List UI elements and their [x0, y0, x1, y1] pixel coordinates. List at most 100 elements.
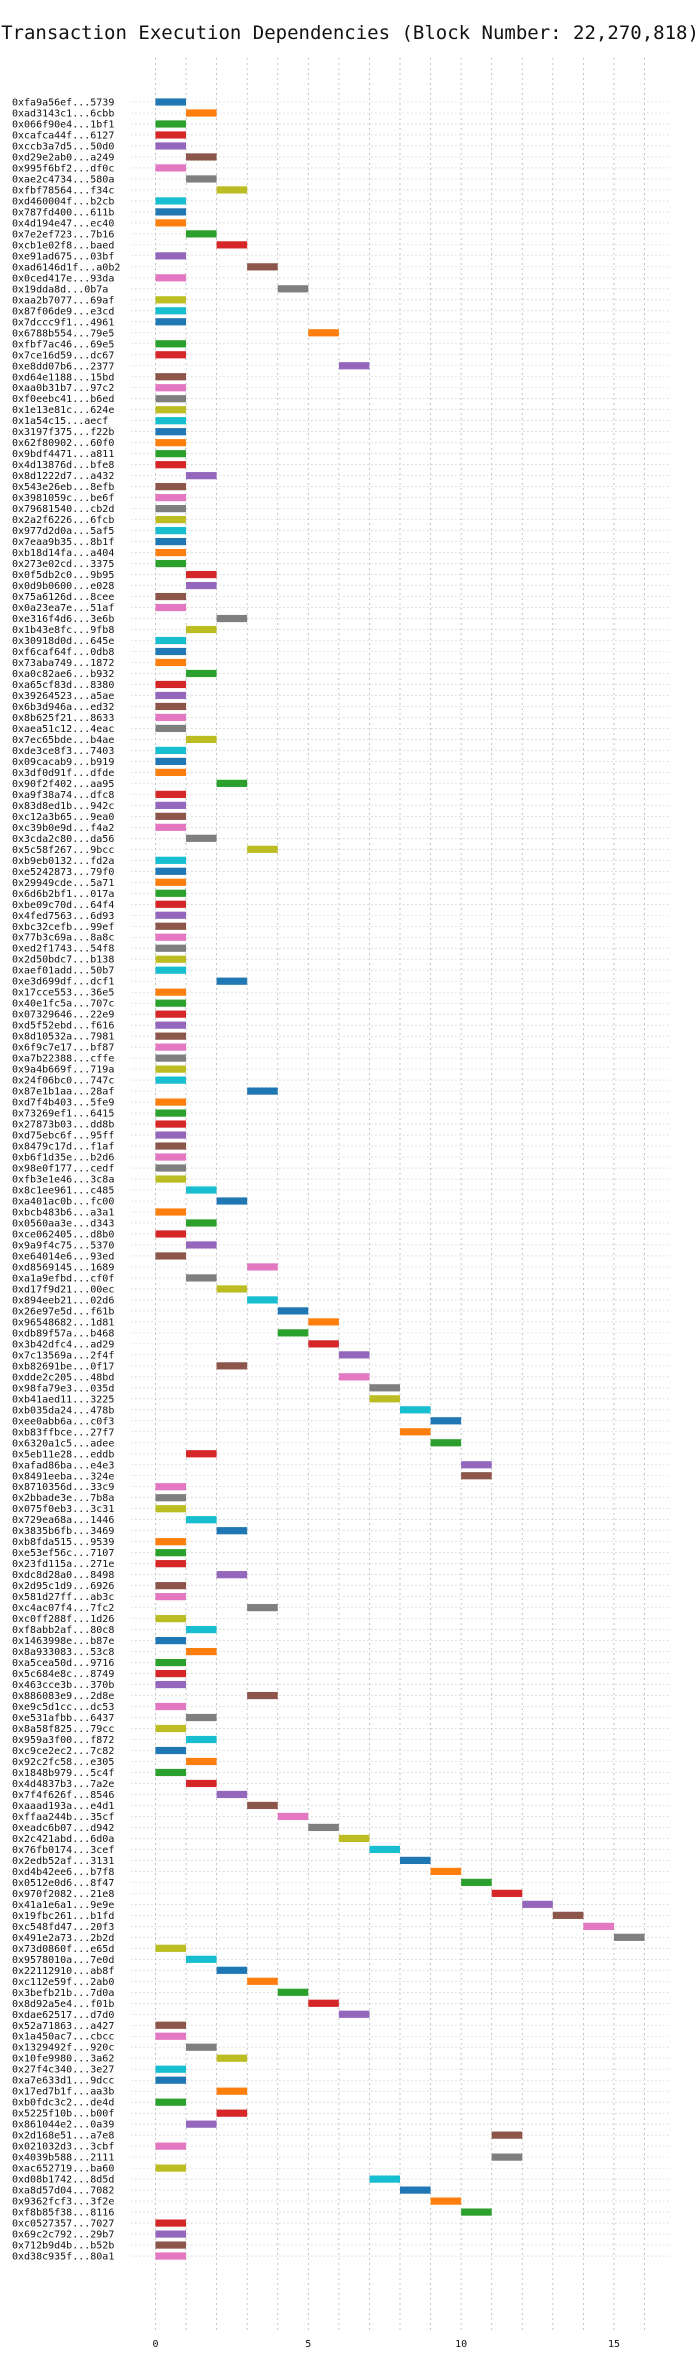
y-tick-label: 0x1848b979...5c4f — [12, 1768, 114, 1779]
y-tick-label: 0xdae62517...d7d0 — [12, 2010, 114, 2021]
y-tick-label: 0x995f6bf2...df0c — [12, 163, 114, 174]
execution-bar — [216, 2109, 248, 2117]
execution-bar — [186, 2043, 217, 2051]
execution-bar — [155, 2098, 187, 2106]
y-tick-label: 0x7ce16d59...dc67 — [12, 350, 114, 361]
y-tick-label: 0x39264523...a5ae — [12, 691, 114, 702]
y-tick-label: 0xd7f4b403...5fe9 — [12, 1098, 114, 1109]
execution-bar — [155, 2219, 187, 2227]
y-tick-label: 0x07329646...22e9 — [12, 1010, 114, 1021]
execution-bar — [155, 1252, 187, 1260]
y-tick-label: 0x0f5db2c0...9b95 — [12, 570, 114, 581]
execution-bar — [155, 746, 187, 755]
y-tick-label: 0x09cacab9...b919 — [12, 757, 114, 768]
y-tick-label: 0xf0eebc41...b6ed — [12, 394, 114, 405]
y-tick-label: 0x021032d3...3cbf — [12, 2142, 114, 2153]
execution-bar — [155, 889, 187, 897]
execution-bar — [216, 1362, 248, 1370]
y-tick-label: 0x1b43e8fc...9fb8 — [12, 625, 114, 636]
y-tick-label: 0x9a4b669f...719a — [12, 1065, 114, 1076]
execution-bar — [216, 241, 248, 249]
execution-bar — [491, 1889, 523, 1897]
execution-bar — [338, 2010, 370, 2018]
y-tick-label: 0xc0ff288f...1d26 — [12, 1614, 114, 1625]
y-tick-label: 0xaa2b7077...69af — [12, 295, 114, 306]
y-tick-label: 0x52a71863...a427 — [12, 2021, 114, 2032]
execution-bar — [186, 625, 217, 634]
execution-bar — [155, 1505, 187, 1513]
y-tick-label: 0x0d9b0600...e028 — [12, 581, 114, 592]
execution-bar — [155, 944, 187, 952]
y-tick-label: 0x7c13569a...2f4f — [12, 1350, 114, 1361]
y-tick-label: 0xce062405...d8b0 — [12, 1229, 114, 1240]
y-tick-label: 0xdde2c205...48bd — [12, 1372, 114, 1383]
y-tick-label: 0x83d8ed1b...942c — [12, 801, 114, 812]
execution-bar — [400, 2186, 431, 2194]
y-tick-label: 0x2d168e51...a7e8 — [12, 2131, 114, 2142]
execution-bar — [186, 472, 217, 480]
execution-bar — [155, 1175, 187, 1183]
execution-bar — [247, 845, 278, 853]
y-tick-label: 0x98e0f177...cedf — [12, 1164, 114, 1175]
execution-bar — [338, 1351, 370, 1359]
execution-bar — [155, 548, 187, 557]
y-tick-label: 0x8b625f21...8633 — [12, 713, 114, 724]
y-tick-label: 0xe8dd07b6...2377 — [12, 361, 114, 372]
execution-bar — [155, 1032, 187, 1040]
execution-bar — [155, 461, 187, 469]
y-tick-label: 0xd8569145...1689 — [12, 1262, 114, 1273]
y-tick-label: 0x73269ef1...6415 — [12, 1109, 114, 1120]
execution-bar — [186, 735, 217, 744]
y-tick-label: 0x8c1ee961...c485 — [12, 1186, 114, 1197]
execution-bar — [491, 2131, 523, 2139]
execution-bar — [155, 691, 187, 700]
execution-bar — [155, 647, 187, 656]
y-tick-label: 0x8d1222d7...a432 — [12, 471, 114, 482]
execution-bar — [277, 1307, 309, 1315]
y-tick-label: 0x0560aa3e...d343 — [12, 1218, 114, 1229]
y-tick-label: 0xa5cea50d...9716 — [12, 1658, 114, 1669]
execution-bar — [186, 1274, 217, 1282]
execution-bar — [277, 1988, 309, 1996]
execution-bar — [155, 1142, 187, 1150]
execution-bar — [186, 1626, 217, 1634]
y-tick-label: 0x17cce553...36e5 — [12, 988, 114, 999]
execution-bar — [155, 1065, 187, 1073]
execution-bar — [155, 1746, 187, 1755]
execution-bar — [155, 2252, 187, 2260]
execution-bar — [522, 1900, 553, 1908]
execution-bar — [155, 483, 187, 491]
execution-bar — [155, 1120, 187, 1128]
y-tick-label: 0xafad86ba...e4e3 — [12, 1460, 114, 1471]
y-tick-label: 0x4fed7563...6d93 — [12, 911, 114, 922]
y-tick-label: 0x1a54c15...aecf — [12, 416, 108, 427]
y-tick-label: 0xf8b85f38...8116 — [12, 2208, 114, 2219]
y-tick-label: 0x87f06de9...e3cd — [12, 306, 114, 317]
y-tick-label: 0xa0c82ae6...b932 — [12, 669, 114, 680]
execution-bar — [155, 1669, 187, 1678]
execution-bar — [155, 131, 187, 139]
y-tick-label: 0xfbf78564...f34c — [12, 185, 114, 196]
execution-bar — [155, 516, 187, 524]
y-tick-label: 0x6d6b2bf1...017a — [12, 889, 114, 900]
y-tick-label: 0xdc8d28a0...8498 — [12, 1570, 114, 1581]
y-tick-label: 0x8d92a5e4...f01b — [12, 1999, 114, 2010]
execution-bar — [308, 1999, 339, 2007]
y-tick-label: 0x8a58f825...79cc — [12, 1724, 114, 1735]
execution-bar — [155, 801, 187, 809]
y-tick-label: 0xc9ce2ec2...7c82 — [12, 1746, 114, 1757]
execution-bar — [155, 208, 187, 216]
y-tick-label: 0x2c421abd...6d0a — [12, 1834, 114, 1845]
execution-bar — [186, 2120, 217, 2128]
execution-bar — [155, 812, 187, 820]
execution-bar — [155, 1615, 187, 1623]
y-tick-label: 0xc0527357...7027 — [12, 2219, 114, 2230]
execution-bar — [400, 1428, 431, 1436]
y-tick-label: 0xaef01add...50b7 — [12, 966, 114, 977]
execution-bar — [338, 362, 370, 370]
execution-bar — [155, 878, 187, 886]
y-tick-label: 0xc12a3b65...9ea0 — [12, 812, 114, 823]
execution-bar — [186, 1516, 217, 1524]
y-tick-label: 0xd75ebc6f...95ff — [12, 1131, 114, 1142]
